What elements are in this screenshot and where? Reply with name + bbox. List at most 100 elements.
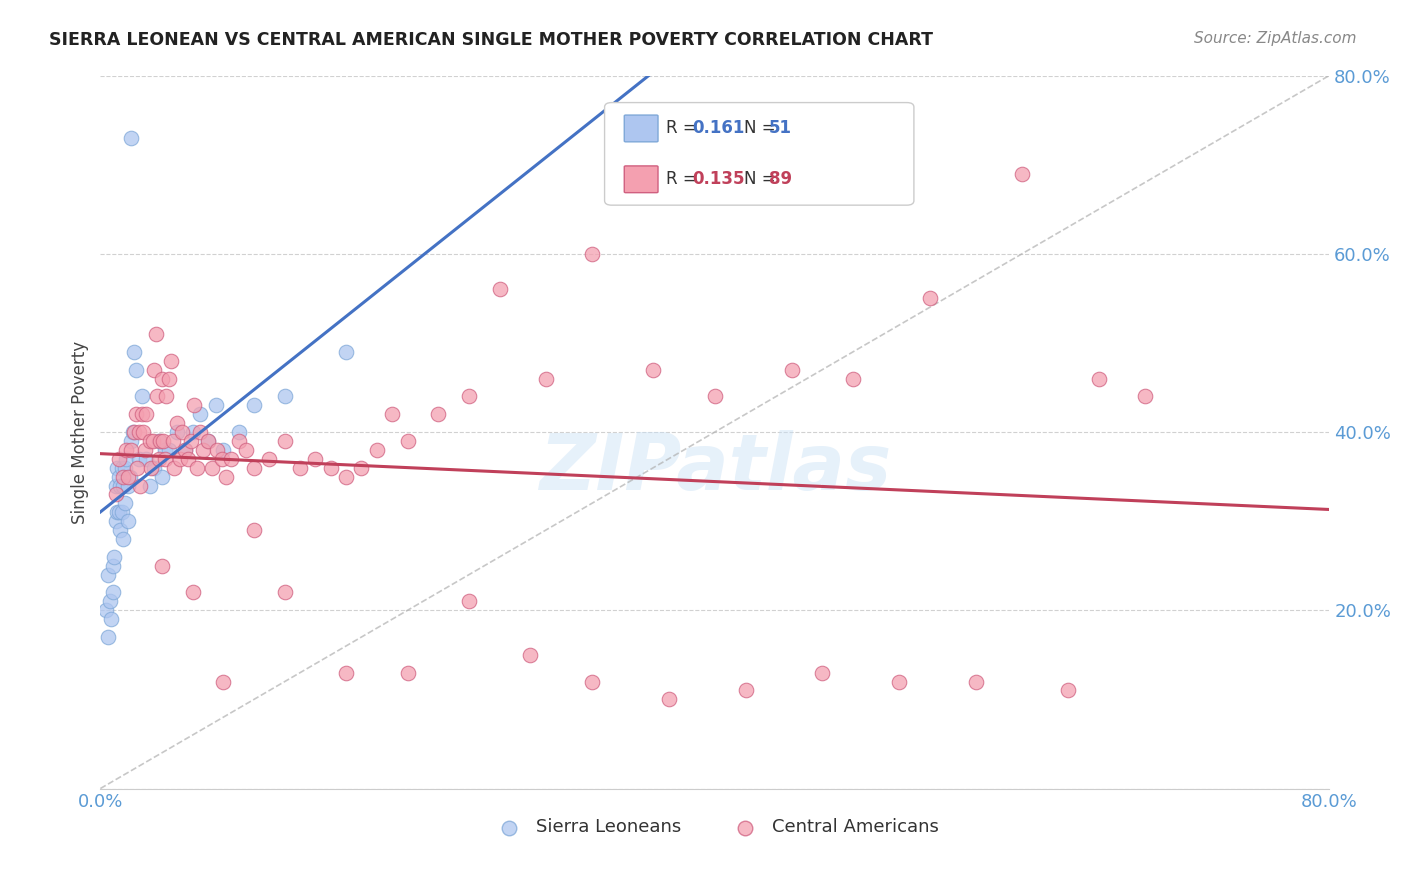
Point (215, 469, 238, 483)
Point (193, 442, 215, 457)
Point (243, 398, 266, 412)
Point (125, 362, 148, 376)
Point (105, 460, 128, 475)
Point (96, 603, 118, 617)
Point (110, 523, 132, 537)
Point (135, 407, 157, 421)
Point (211, 451, 233, 466)
Text: R =: R = (666, 170, 703, 188)
Point (143, 460, 166, 475)
Point (107, 505, 129, 519)
Point (581, 246, 603, 260)
Point (519, 648, 541, 662)
Point (396, 434, 419, 448)
Point (488, 282, 510, 296)
Point (965, 674, 987, 689)
Point (104, 514, 127, 528)
Point (243, 460, 266, 475)
Point (780, 362, 803, 376)
Point (129, 478, 152, 492)
Point (1011, 167, 1033, 181)
Point (181, 585, 204, 599)
Point (1088, 371, 1111, 385)
Text: 0.135: 0.135 (692, 170, 744, 188)
Point (219, 451, 242, 466)
Point (918, 291, 941, 305)
Point (173, 442, 195, 457)
Point (107, 469, 129, 483)
Point (396, 665, 419, 680)
Point (811, 665, 834, 680)
Point (159, 442, 181, 457)
Point (188, 425, 211, 439)
Point (304, 451, 326, 466)
Point (228, 425, 250, 439)
Y-axis label: Single Mother Poverty: Single Mother Poverty (72, 341, 89, 524)
Point (427, 407, 450, 421)
Point (458, 594, 481, 608)
Point (120, 131, 142, 145)
Point (186, 460, 208, 475)
Text: SIERRA LEONEAN VS CENTRAL AMERICAN SINGLE MOTHER POVERTY CORRELATION CHART: SIERRA LEONEAN VS CENTRAL AMERICAN SINGL… (49, 31, 934, 49)
Point (350, 460, 373, 475)
Point (166, 425, 188, 439)
Point (170, 425, 193, 439)
Point (115, 451, 138, 466)
Text: 0.161: 0.161 (692, 120, 744, 137)
Point (111, 505, 134, 519)
Point (143, 362, 166, 376)
Point (100, 612, 122, 626)
Point (228, 434, 250, 448)
Point (201, 460, 224, 475)
Point (153, 442, 176, 457)
Text: N =: N = (744, 120, 780, 137)
Point (197, 434, 219, 448)
Point (319, 460, 342, 475)
Point (166, 416, 188, 430)
Point (117, 514, 139, 528)
Point (335, 344, 357, 359)
Point (259, 451, 281, 466)
Point (658, 692, 681, 706)
Point (243, 523, 266, 537)
Text: R =: R = (666, 120, 703, 137)
Point (188, 407, 211, 421)
Point (169, 451, 191, 466)
Point (153, 451, 176, 466)
Point (97, 630, 120, 644)
Point (135, 451, 157, 466)
Point (381, 407, 404, 421)
Point (155, 389, 177, 403)
Text: 51: 51 (769, 120, 792, 137)
Point (643, 362, 665, 376)
Legend: Sierra Leoneans, Central Americans: Sierra Leoneans, Central Americans (484, 811, 946, 844)
Point (150, 371, 173, 385)
Point (734, 683, 756, 698)
Point (148, 434, 170, 448)
Point (101, 585, 124, 599)
Point (105, 505, 128, 519)
Point (173, 442, 195, 457)
Point (128, 425, 150, 439)
Point (114, 496, 136, 510)
Point (162, 434, 184, 448)
Point (132, 425, 155, 439)
Point (101, 558, 124, 573)
Point (150, 469, 173, 483)
Point (889, 674, 911, 689)
Point (107, 451, 129, 466)
Point (703, 389, 725, 403)
Point (197, 434, 219, 448)
Point (288, 460, 311, 475)
Point (125, 407, 148, 421)
Point (534, 371, 557, 385)
Point (212, 674, 235, 689)
Point (112, 532, 135, 546)
Point (139, 460, 162, 475)
Point (103, 549, 125, 564)
Point (122, 425, 145, 439)
Point (149, 434, 172, 448)
Point (118, 469, 141, 483)
Point (273, 389, 295, 403)
Text: Source: ZipAtlas.com: Source: ZipAtlas.com (1194, 31, 1357, 46)
